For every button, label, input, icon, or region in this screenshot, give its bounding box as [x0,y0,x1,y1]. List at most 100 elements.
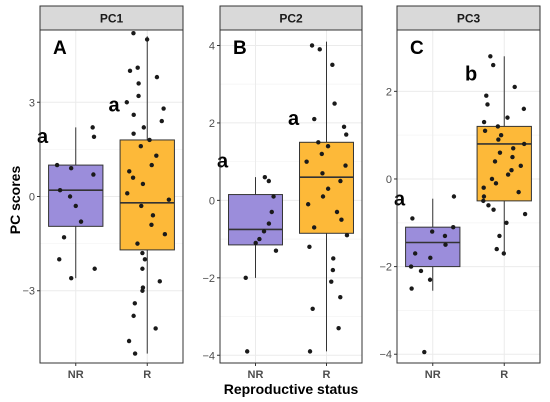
data-point [149,222,154,227]
box-r [476,125,532,202]
data-point [136,93,141,99]
data-point [131,30,136,36]
data-point [307,349,313,354]
significance-letter: a [288,108,300,130]
data-point [497,150,503,155]
y-tick-label: −2 [379,262,392,274]
data-point [266,178,272,184]
data-point [336,325,341,331]
panel-letter: C [410,38,424,59]
data-point [344,233,350,238]
data-point [343,163,348,168]
data-point [319,151,324,157]
data-point [125,191,130,196]
x-tick-label: R [323,369,331,381]
data-point [338,178,343,184]
data-point [136,81,141,86]
data-point [131,313,136,319]
data-point [481,194,487,199]
y-tick-label: 2 [209,118,215,130]
data-point [482,128,488,133]
strip-label: PC2 [279,12,303,26]
data-point [140,181,146,187]
data-point [131,112,136,118]
data-point [126,338,132,344]
data-point [132,301,138,306]
data-point [135,241,140,246]
data-point [316,140,321,145]
data-point [496,137,501,142]
x-tick-label: NR [425,369,441,381]
data-point [141,125,147,130]
data-point [451,224,456,230]
data-point [317,47,322,52]
data-point [262,174,268,180]
data-point [410,216,415,221]
data-point [266,221,272,226]
data-point [309,43,315,48]
data-point [427,277,433,282]
data-point [422,349,427,355]
data-point [311,225,317,230]
data-point [147,137,152,143]
y-tick-label: −4 [202,350,215,362]
y-tick-label: 2 [386,86,392,98]
x-tick-label: R [500,369,508,381]
strip-label: PC1 [100,12,124,26]
x-axis-title: Reproductive status [224,381,359,397]
data-point [166,197,172,202]
panels: PC1 a a A −3 0 3 NR R PC2 a a B −4 −2 0 2 4 NR R PC3 a b C −4 −2 0… [22,5,541,381]
data-point [253,240,258,246]
data-point [67,194,73,199]
data-point [329,279,334,284]
data-point [132,351,138,356]
y-tick-label: 3 [29,97,35,109]
data-point [92,266,97,271]
data-point [330,62,335,68]
data-point [509,168,514,173]
data-point [138,144,144,149]
data-point [124,100,130,105]
data-point [140,266,145,271]
data-point [130,175,136,180]
strip-label: PC3 [457,12,481,26]
data-point [493,181,499,186]
data-point [305,202,311,207]
data-point [320,171,325,176]
x-tick-label: NR [68,369,84,381]
data-point [521,106,527,112]
data-point [257,236,262,242]
data-point [330,267,336,273]
significance-letter: b [465,63,477,85]
box-nr [228,194,283,246]
data-point [144,37,150,42]
data-point [149,162,154,168]
data-point [491,62,496,68]
data-point [497,233,502,239]
strip-header [219,5,363,31]
data-point [312,116,317,122]
data-point [91,172,96,177]
data-point [522,211,528,217]
data-point [140,250,145,256]
data-point [310,306,315,311]
data-point [69,275,74,281]
panel-pc1: PC1 a a A −3 0 3 NR R [22,5,184,381]
data-point [332,101,337,106]
data-point [57,257,62,262]
data-point [339,217,344,222]
data-point [498,132,504,138]
data-point [273,248,279,253]
data-point [90,125,95,130]
panel-letter: B [233,38,247,59]
data-point [271,194,276,199]
data-point [331,256,336,261]
data-point [501,251,507,256]
data-point [344,132,349,137]
data-point [142,257,148,262]
data-point [334,209,340,215]
data-point [412,251,418,256]
data-point [518,163,523,169]
data-point [451,194,457,199]
data-point [484,93,489,98]
